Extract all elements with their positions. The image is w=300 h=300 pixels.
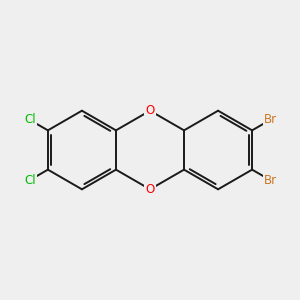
Text: Cl: Cl	[24, 113, 36, 127]
Text: Br: Br	[263, 173, 277, 187]
Text: Cl: Cl	[24, 173, 36, 187]
Text: O: O	[146, 104, 154, 117]
Text: O: O	[146, 183, 154, 196]
Text: Br: Br	[263, 113, 277, 127]
